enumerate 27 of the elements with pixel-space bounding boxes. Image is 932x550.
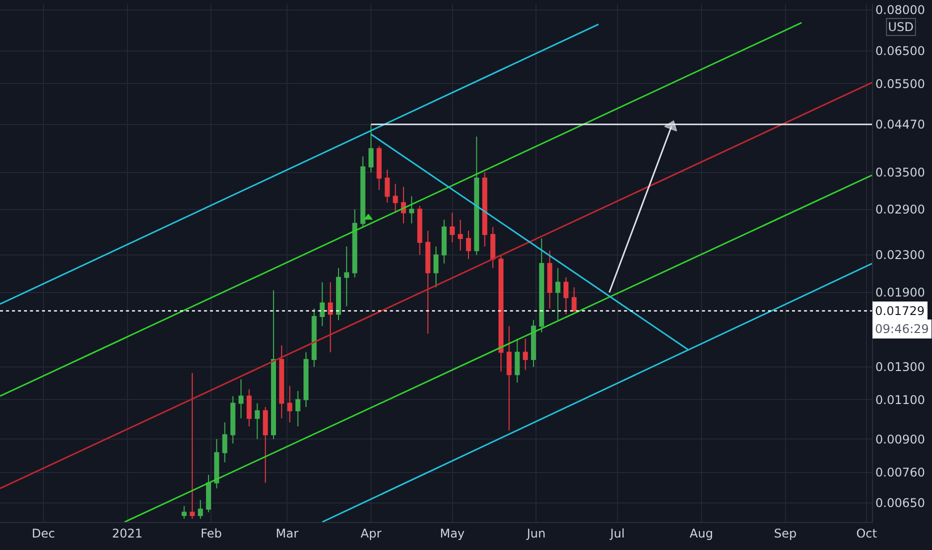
x-tick-label: Oct (856, 526, 878, 540)
ref-line-label: 0.01729 (875, 304, 925, 318)
x-tick-label: Jul (609, 526, 625, 540)
x-tick-label: Apr (360, 526, 382, 540)
x-tick-label: Aug (690, 526, 714, 540)
x-tick-label: Dec (32, 526, 55, 540)
y-tick-label: 0.00900 (875, 432, 926, 446)
y-tick-label: 0.03500 (875, 166, 926, 180)
y-tick-label: 0.00650 (875, 496, 926, 510)
y-tick-label: 0.01300 (875, 360, 926, 374)
y-tick-label: 0.02900 (875, 202, 926, 217)
y-tick-label: 0.02300 (875, 248, 926, 262)
x-tick-label: Sep (774, 526, 797, 540)
y-tick-label: 0.01900 (875, 286, 926, 300)
x-tick-label: May (440, 526, 465, 540)
y-tick-label: 0.06500 (875, 44, 926, 58)
y-tick-label: 0.04470 (875, 118, 926, 132)
y-axis-title: USD (888, 20, 914, 34)
x-tick-label: Jun (526, 526, 546, 540)
x-tick-label: 2021 (112, 526, 143, 540)
x-tick-label: Mar (276, 526, 298, 540)
y-tick-label: 0.08000 (875, 3, 926, 18)
y-tick-label: 0.05500 (875, 76, 926, 91)
x-tick-label: Feb (200, 526, 222, 540)
text: 09:46:29 (875, 322, 929, 336)
y-tick-label: 0.00760 (875, 465, 926, 480)
y-tick-label: 0.01100 (875, 392, 926, 407)
